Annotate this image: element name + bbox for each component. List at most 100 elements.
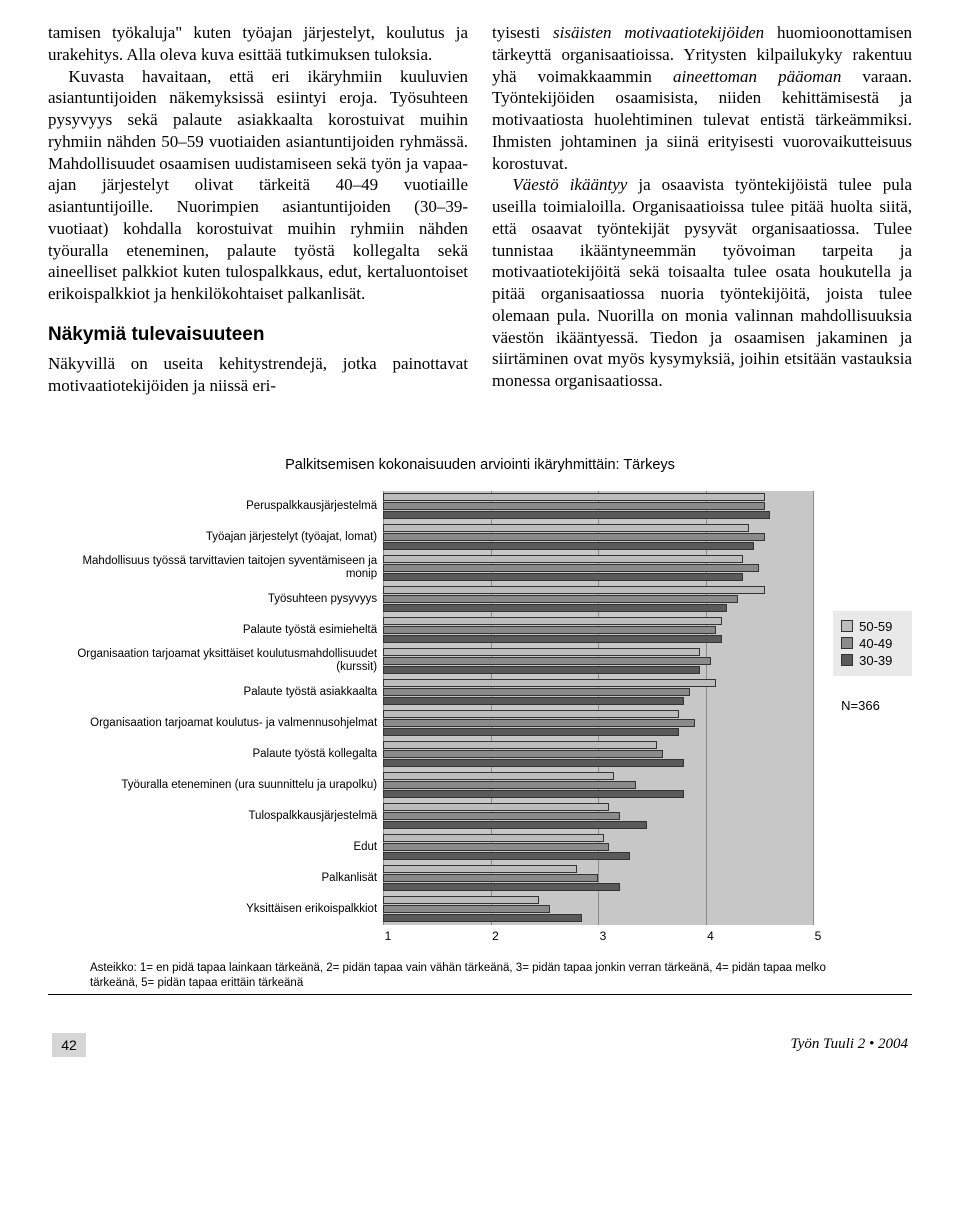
- chart-bars: [383, 491, 813, 925]
- publication-label: Työn Tuuli 2 • 2004: [791, 1036, 909, 1053]
- chart-bar: [383, 865, 577, 873]
- chart-bar: [383, 759, 684, 767]
- chart-y-label: Työajan järjestelyt (työajat, lomat): [48, 522, 383, 553]
- legend-row: 30-39: [841, 653, 904, 668]
- legend-label: 50-59: [859, 619, 892, 634]
- chart-bar: [383, 524, 749, 532]
- chart-bar: [383, 803, 609, 811]
- chart-bar: [383, 586, 765, 594]
- legend-row: 50-59: [841, 619, 904, 634]
- text-run: ja osaavista työntekijöistä tulee pula u…: [492, 175, 912, 390]
- chart-bar: [383, 493, 765, 501]
- chart: Palkitsemisen kokonaisuuden arviointi ik…: [48, 457, 912, 992]
- chart-bar: [383, 679, 716, 687]
- chart-bar: [383, 635, 722, 643]
- legend-label: 40-49: [859, 636, 892, 651]
- chart-bar: [383, 710, 679, 718]
- emphasis: Väestö ikääntyy: [512, 175, 627, 194]
- paragraph: Näkyvillä on useita kehitystrendejä, jot…: [48, 353, 468, 397]
- chart-scale-caption: Asteikko: 1= en pidä tapaa lainkaan tärk…: [90, 961, 870, 992]
- chart-bar: [383, 719, 695, 727]
- chart-y-label: Työuralla eteneminen (ura suunnittelu ja…: [48, 770, 383, 801]
- chart-bar: [383, 821, 646, 829]
- chart-y-label: Mahdollisuus työssä tarvittavien taitoje…: [48, 553, 383, 584]
- chart-bar: [383, 812, 620, 820]
- chart-x-tick: 1: [385, 929, 392, 943]
- chart-bar: [383, 657, 711, 665]
- chart-bar: [383, 533, 765, 541]
- footer-rule: [48, 994, 912, 995]
- chart-bar: [383, 666, 700, 674]
- column-right: tyisesti sisäisten motivaatiotekijöiden …: [492, 22, 912, 397]
- legend-swatch: [841, 637, 853, 649]
- chart-bar: [383, 595, 738, 603]
- chart-y-label: Tulospalkkausjärjestelmä: [48, 801, 383, 832]
- chart-bar: [383, 790, 684, 798]
- chart-bar: [383, 604, 727, 612]
- chart-bar: [383, 728, 679, 736]
- chart-x-tick: 3: [600, 929, 607, 943]
- chart-bar: [383, 874, 598, 882]
- chart-bar: [383, 511, 770, 519]
- chart-gridline: [813, 491, 814, 925]
- chart-legend: 50-59 40-49 30-39 N=366: [833, 611, 912, 717]
- column-left: tamisen työkaluja" kuten työajan järjest…: [48, 22, 468, 397]
- chart-y-label: Työsuhteen pysyvyys: [48, 584, 383, 615]
- paragraph: Kuvasta havaitaan, että eri ikäryhmiin k…: [48, 66, 468, 305]
- chart-y-label: Palkanlisät: [48, 863, 383, 894]
- chart-bar: [383, 772, 614, 780]
- chart-bar: [383, 741, 657, 749]
- chart-bar: [383, 573, 743, 581]
- chart-bar: [383, 843, 609, 851]
- chart-title: Palkitsemisen kokonaisuuden arviointi ik…: [48, 457, 912, 473]
- legend-swatch: [841, 654, 853, 666]
- paragraph: tamisen työkaluja" kuten työajan järjest…: [48, 22, 468, 66]
- paragraph: Väestö ikääntyy ja osaavista työntekijöi…: [492, 174, 912, 392]
- legend-row: 40-49: [841, 636, 904, 651]
- body-text: tamisen työkaluja" kuten työajan järjest…: [48, 22, 912, 397]
- page-number: 42: [52, 1033, 86, 1057]
- section-heading: Näkymiä tulevaisuuteen: [48, 323, 468, 347]
- chart-bar: [383, 914, 582, 922]
- chart-x-tick: 2: [492, 929, 499, 943]
- chart-y-label: Peruspalkkausjärjestelmä: [48, 491, 383, 522]
- page-footer: 42 Työn Tuuli 2 • 2004: [48, 1033, 912, 1057]
- chart-plot-area: [383, 491, 813, 925]
- chart-bar: [383, 883, 620, 891]
- chart-bar: [383, 626, 716, 634]
- chart-bar: [383, 781, 636, 789]
- chart-bar: [383, 852, 630, 860]
- chart-y-label: Yksittäisen erikoispalkkiot: [48, 894, 383, 925]
- chart-y-label: Palaute työstä asiakkaalta: [48, 677, 383, 708]
- chart-y-label: Edut: [48, 832, 383, 863]
- sample-size-label: N=366: [833, 694, 912, 717]
- chart-plot-row: PeruspalkkausjärjestelmäTyöajan järjeste…: [48, 491, 912, 925]
- chart-bar: [383, 834, 603, 842]
- chart-bar: [383, 617, 722, 625]
- legend-box: 50-59 40-49 30-39: [833, 611, 912, 676]
- chart-bar: [383, 648, 700, 656]
- chart-y-labels: PeruspalkkausjärjestelmäTyöajan järjeste…: [48, 491, 383, 925]
- legend-swatch: [841, 620, 853, 632]
- emphasis: aineettoman pääoman: [673, 67, 841, 86]
- chart-bar: [383, 502, 765, 510]
- chart-y-label: Organisaation tarjoamat yksittäiset koul…: [48, 646, 383, 677]
- chart-bar: [383, 750, 663, 758]
- emphasis: sisäisten motivaatiotekijöiden: [553, 23, 764, 42]
- chart-bar: [383, 564, 759, 572]
- legend-label: 30-39: [859, 653, 892, 668]
- chart-bar: [383, 905, 550, 913]
- chart-x-tick: 4: [707, 929, 714, 943]
- chart-bar: [383, 697, 684, 705]
- chart-y-label: Organisaation tarjoamat koulutus- ja val…: [48, 708, 383, 739]
- chart-bar: [383, 542, 754, 550]
- chart-y-label: Palaute työstä esimieheltä: [48, 615, 383, 646]
- chart-x-axis: 12345: [388, 925, 818, 953]
- chart-bar: [383, 555, 743, 563]
- chart-bar: [383, 896, 539, 904]
- chart-x-tick: 5: [815, 929, 822, 943]
- chart-bar: [383, 688, 689, 696]
- text-run: tyisesti: [492, 23, 553, 42]
- chart-y-label: Palaute työstä kollegalta: [48, 739, 383, 770]
- paragraph: tyisesti sisäisten motivaatiotekijöiden …: [492, 22, 912, 174]
